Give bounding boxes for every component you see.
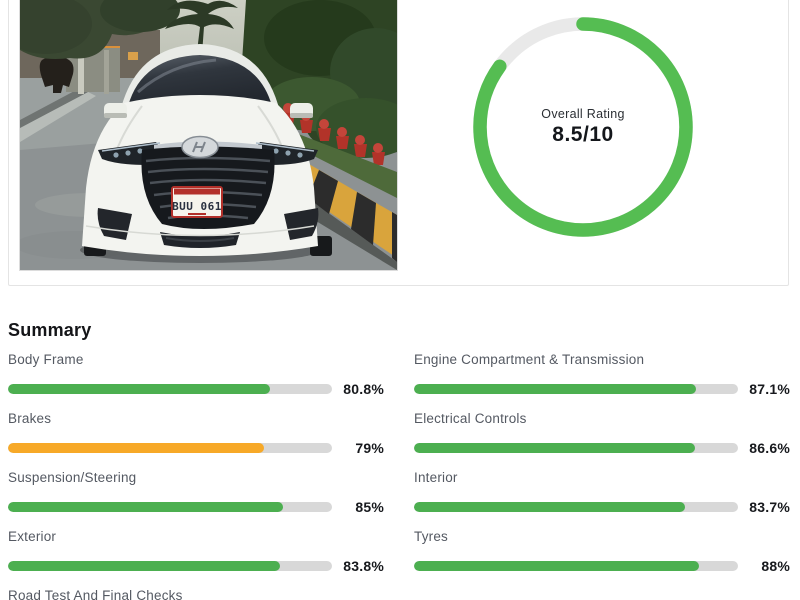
metric-value: 85% [355,499,384,515]
overall-rating-label: Overall Rating [541,107,625,121]
metric-bar-row: 85% [8,499,384,515]
license-plate: BUU 061 [171,186,223,218]
metric-value: 87.1% [749,381,790,397]
overall-rating-donut: Overall Rating 8.5/10 [473,17,693,237]
progress-bar-track [414,443,738,453]
metric-label: Exterior [8,529,57,544]
metric-label: Brakes [8,411,52,426]
metric-value: 83.8% [343,558,384,574]
metric-value: 83.7% [749,499,790,515]
metric-bar-row: 80.8% [8,381,384,397]
metric-row: Engine Compartment & Transmission 87.1% [414,352,790,397]
metric-row: Suspension/Steering 85% [8,470,384,515]
license-plate-text: BUU 061 [172,200,222,213]
progress-bar-track [8,561,332,571]
metric-row: Brakes 79% [8,411,384,456]
metric-label: Body Frame [8,352,84,367]
metric-row: Interior 83.7% [414,470,790,515]
progress-bar-fill [414,502,686,512]
progress-bar-track [8,384,332,394]
progress-bar-fill [414,384,697,394]
metric-row: Exterior 83.8% [8,529,384,574]
metric-bar-row: 87.1% [414,381,790,397]
metric-label: Electrical Controls [414,411,527,426]
progress-bar-fill [8,443,264,453]
metric-row: Tyres 88% [414,529,790,574]
metric-label: Road Test And Final Checks [8,588,183,600]
metric-value: 86.6% [749,440,790,456]
summary-grid: Body Frame 80.8% Brakes 79% Suspension/Steer… [8,352,790,600]
metric-label: Interior [414,470,458,485]
metric-bar-row: 86.6% [414,440,790,456]
summary-section: Summary Body Frame 80.8% Brakes 79% Suspensi… [8,320,790,600]
metric-label: Engine Compartment & Transmission [414,352,645,367]
progress-bar-track [8,502,332,512]
metric-value: 80.8% [343,381,384,397]
progress-bar-track [414,502,738,512]
metric-bar-row: 83.7% [414,499,790,515]
metric-row: Road Test And Final Checks94.6% [8,588,384,600]
summary-title: Summary [8,320,92,340]
metric-bar-row: 83.8% [8,558,384,574]
progress-bar-fill [414,443,695,453]
progress-bar-track [414,561,738,571]
metric-label: Suspension/Steering [8,470,137,485]
rating-ring [473,17,693,237]
summary-column: Engine Compartment & Transmission 87.1% El… [414,352,790,600]
rating-center-text: Overall Rating 8.5/10 [473,107,693,147]
rating-ring-progress [473,17,693,237]
metric-value: 88% [761,558,790,574]
progress-bar-fill [8,502,284,512]
metric-label: Tyres [414,529,449,544]
metric-value: 79% [355,440,384,456]
metric-row: Body Frame 80.8% [8,352,384,397]
overall-rating-value: 8.5/10 [552,123,614,146]
metric-row: Electrical Controls 86.6% [414,411,790,456]
metric-bar-row: 79% [8,440,384,456]
vehicle-photo: BUU 061 [19,0,398,271]
summary-column: Body Frame 80.8% Brakes 79% Suspension/Steer… [8,352,384,600]
progress-bar-fill [8,384,270,394]
vehicle-front-photo-illustration: BUU 061 [20,0,397,270]
progress-bar-track [414,384,738,394]
progress-bar-fill [8,561,280,571]
progress-bar-fill [414,561,700,571]
progress-bar-track [8,443,332,453]
metric-bar-row: 88% [414,558,790,574]
